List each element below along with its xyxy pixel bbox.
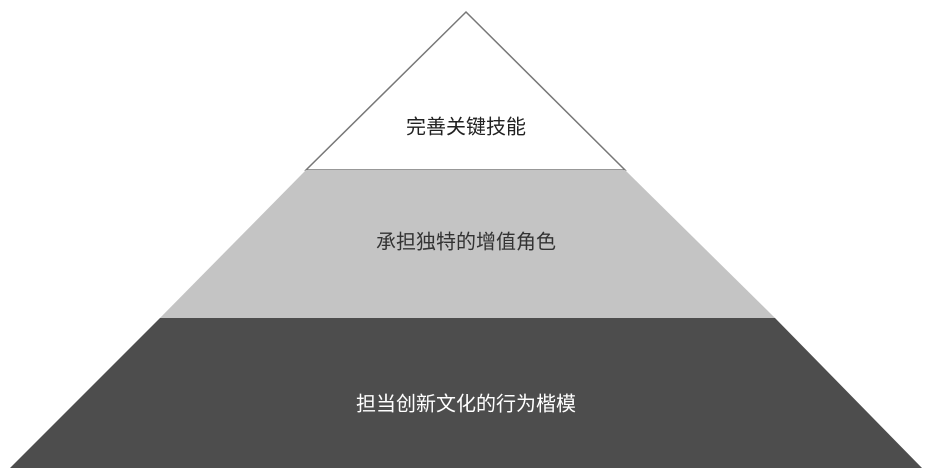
- middle-level: [160, 170, 775, 318]
- level-label: 完善关键技能: [406, 115, 526, 139]
- bottom-level: [10, 318, 922, 468]
- level-label: 担当创新文化的行为楷模: [356, 392, 576, 416]
- level-label: 承担独特的增值角色: [376, 230, 556, 254]
- top-level: [304, 10, 627, 171]
